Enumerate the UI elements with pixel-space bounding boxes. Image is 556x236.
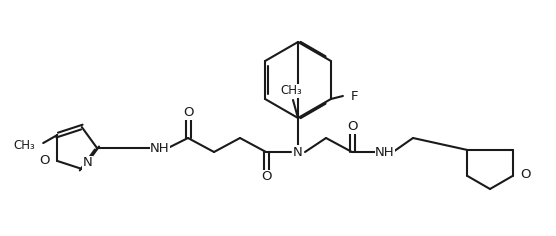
- Text: O: O: [183, 106, 193, 119]
- Text: O: O: [520, 168, 531, 181]
- Text: NH: NH: [150, 142, 170, 155]
- Text: NH: NH: [375, 146, 395, 159]
- Text: F: F: [351, 89, 359, 102]
- Text: N: N: [83, 156, 92, 169]
- Text: N: N: [293, 146, 303, 159]
- Text: O: O: [347, 121, 358, 134]
- Text: O: O: [261, 170, 271, 184]
- Text: O: O: [39, 154, 50, 167]
- Text: CH₃: CH₃: [13, 139, 35, 152]
- Text: CH₃: CH₃: [280, 84, 302, 97]
